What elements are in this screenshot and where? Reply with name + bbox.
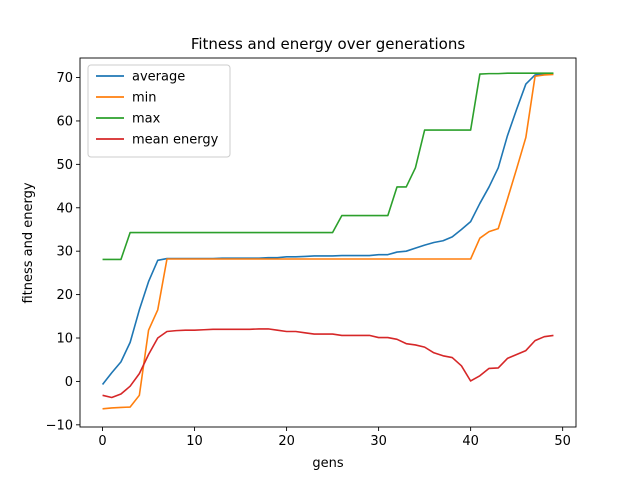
y-tick-label: 20 — [56, 288, 73, 303]
x-axis-label: gens — [312, 456, 343, 471]
series-line-1 — [102, 73, 554, 410]
y-tick-label: 0 — [65, 375, 73, 390]
y-tick-label: −10 — [46, 418, 73, 433]
x-tick-label: 0 — [98, 434, 106, 449]
legend-box — [87, 64, 231, 158]
y-tick-label: 50 — [56, 158, 73, 173]
y-tick-label: 10 — [56, 332, 73, 347]
plot-series-group — [101, 72, 554, 410]
x-tick-label: 40 — [462, 434, 479, 449]
y-tick-label: 70 — [56, 71, 73, 86]
legend-label-3: mean energy — [132, 133, 219, 148]
series-line-3 — [102, 328, 554, 399]
legend-label-0: average — [132, 70, 185, 85]
x-tick-label: 30 — [370, 434, 387, 449]
legend: average min max mean energy — [87, 64, 231, 158]
x-tick-label: 10 — [186, 434, 203, 449]
y-axis-label: fitness and energy — [21, 182, 36, 303]
y-tick-label: 60 — [56, 114, 73, 129]
legend-label-1: min — [132, 91, 157, 106]
y-tick-label: 40 — [56, 201, 73, 216]
legend-label-2: max — [132, 112, 161, 127]
plot-frame — [79, 57, 577, 428]
x-tick-label: 20 — [278, 434, 295, 449]
chart-title: Fitness and energy over generations — [191, 35, 466, 53]
series-line-2 — [102, 72, 554, 261]
y-tick-label: 30 — [56, 245, 73, 260]
x-tick-label: 50 — [554, 434, 571, 449]
axes-group: 0 10 20 30 40 50 −10 0 10 20 30 40 50 60 70 — [46, 57, 577, 449]
